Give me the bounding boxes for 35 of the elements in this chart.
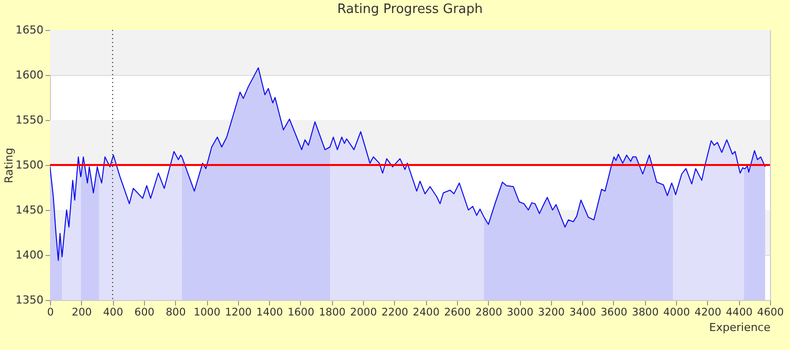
- x-tick-label: 1200: [224, 306, 252, 318]
- x-tick-label: 1000: [194, 306, 220, 318]
- x-axis-title: Experience: [709, 321, 771, 334]
- x-tick-label: 3200: [538, 306, 565, 318]
- x-tick-label: 4200: [694, 306, 722, 318]
- y-tick-label: 1450: [16, 204, 44, 216]
- x-tick-label: 0: [47, 306, 54, 318]
- x-tick-label: 600: [134, 306, 154, 318]
- x-tick-label: 3400: [569, 306, 596, 318]
- x-tick-label: 2400: [412, 306, 440, 318]
- x-tick-label: 1800: [318, 306, 346, 318]
- x-tick-label: 4000: [663, 306, 690, 318]
- y-tick-label: 1550: [16, 114, 44, 126]
- line-series: [50, 67, 766, 261]
- x-tick-label: 2000: [350, 306, 377, 318]
- x-tick-label: 800: [166, 306, 186, 318]
- y-tick-label: 1350: [16, 294, 44, 306]
- x-tick-label: 2800: [475, 306, 502, 318]
- x-tick-label: 400: [103, 306, 124, 318]
- y-tick-label: 1600: [16, 68, 44, 82]
- x-tick-label: 1600: [288, 306, 314, 318]
- x-tick-label: 1400: [256, 306, 283, 318]
- x-tick-label: 4400: [726, 306, 753, 318]
- y-axis-title: Rating: [2, 148, 16, 184]
- y-tick-label: 1650: [16, 24, 44, 36]
- y-tick-label: 1500: [16, 158, 44, 172]
- x-tick-label: 2200: [381, 306, 408, 318]
- chart-title: Rating Progress Graph: [337, 2, 483, 17]
- x-tick-label: 200: [72, 306, 92, 318]
- x-tick-label: 3000: [506, 306, 534, 318]
- x-tick-label: 2600: [444, 306, 471, 318]
- x-tick-label: 3800: [632, 306, 659, 318]
- x-tick-label: 3600: [600, 306, 628, 318]
- x-tick-label: 4600: [757, 306, 784, 318]
- y-tick-label: 1400: [16, 248, 44, 262]
